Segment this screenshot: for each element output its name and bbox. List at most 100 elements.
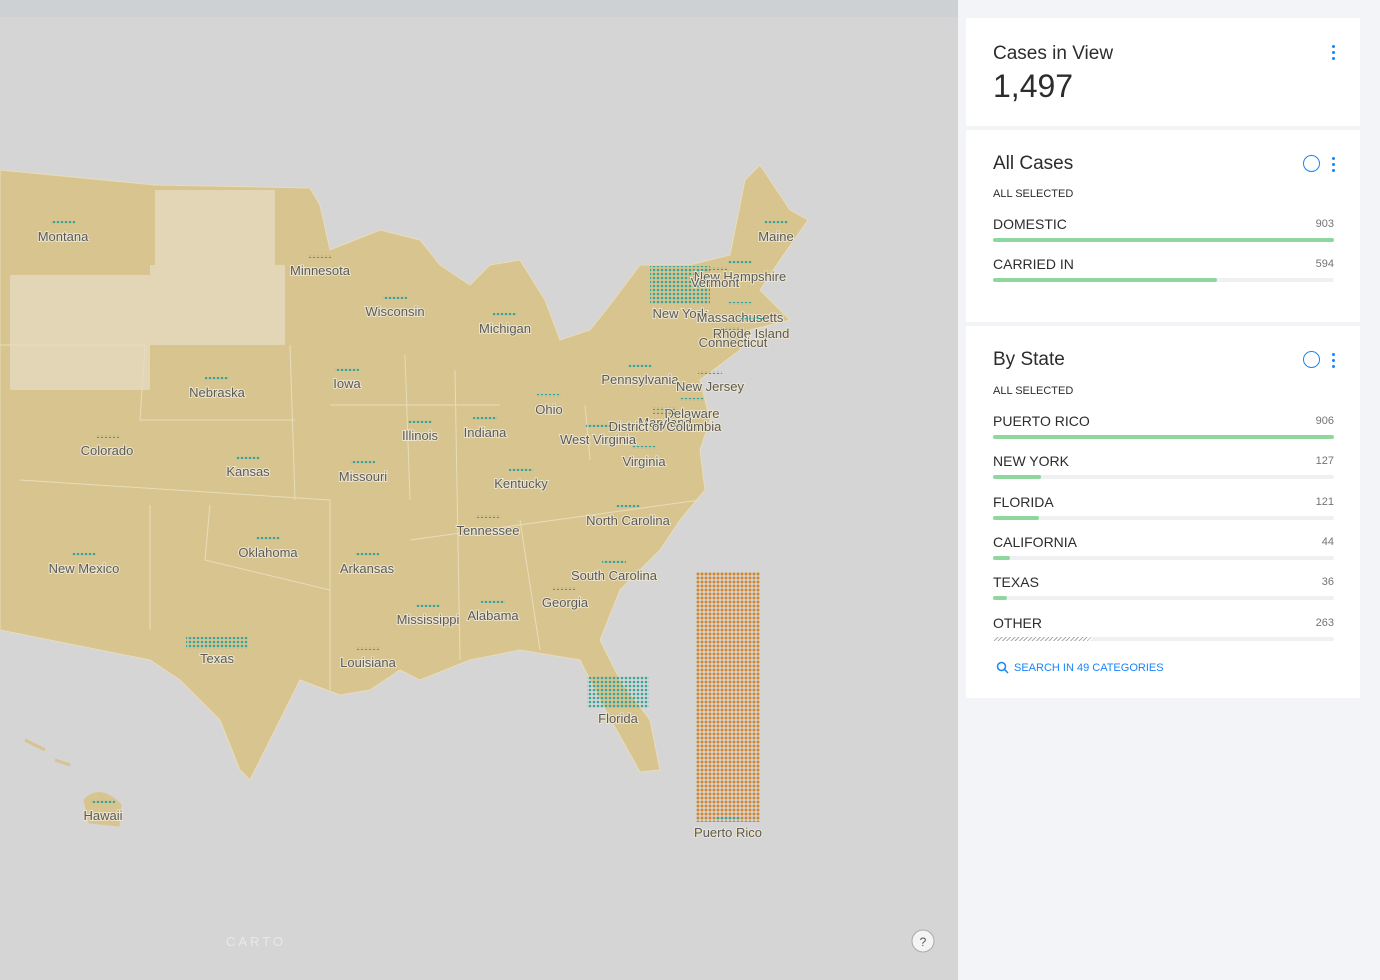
dot-cluster <box>205 377 229 380</box>
category-row[interactable]: FLORIDA 121 <box>993 494 1334 534</box>
dot-cluster <box>481 600 505 603</box>
dot-cluster <box>628 364 652 367</box>
map: Montana Minnesota Wisconsin Michigan Maine Ne… <box>0 0 958 980</box>
category-row[interactable]: CARRIED IN 594 <box>993 256 1334 296</box>
widget-status: ALL SELECTED <box>993 188 1074 200</box>
state-label: Georgia <box>542 595 589 610</box>
category-value: 263 <box>1315 616 1334 629</box>
state-label: Michigan <box>479 321 531 336</box>
category-value: 36 <box>1321 576 1334 589</box>
search-icon[interactable] <box>996 661 1010 675</box>
category-label: PUERTO RICO <box>993 413 1090 429</box>
category-value: 121 <box>1315 495 1334 508</box>
category-label: CARRIED IN <box>993 256 1074 273</box>
state-label: Montana <box>38 229 89 244</box>
dot-cluster <box>493 313 517 316</box>
map-labels: Montana Minnesota Wisconsin Michigan Maine Ne… <box>37 221 795 841</box>
bar <box>993 555 1010 560</box>
state-label: Missouri <box>339 469 388 484</box>
sidebar: Cases in View 1,497 All Cases ALL SELECT… <box>966 0 1380 980</box>
category-label: CALIFORNIA <box>993 533 1078 550</box>
dot-cluster <box>537 394 561 397</box>
dot-cluster <box>335 368 359 371</box>
dot-cluster <box>308 255 332 258</box>
state-label: Texas <box>200 651 234 666</box>
dot-cluster <box>616 505 640 508</box>
state-label: Wisconsin <box>365 304 424 319</box>
dot-cluster <box>236 456 260 459</box>
dot-cluster <box>728 302 752 305</box>
state-label: Indiana <box>464 425 507 440</box>
category-value: 44 <box>1321 535 1334 548</box>
dot-cluster <box>408 420 432 423</box>
state-label: Pennsylvania <box>601 372 679 387</box>
dot-cluster <box>653 407 677 410</box>
menu-button[interactable] <box>1332 157 1336 175</box>
widget: Cases in View 1,497 <box>966 18 1360 126</box>
menu-button[interactable] <box>1332 353 1336 371</box>
state-label: Ohio <box>535 402 562 417</box>
state-label: Minnesota <box>290 263 351 278</box>
dot-cluster <box>509 468 533 471</box>
bar <box>993 435 1334 439</box>
bar <box>993 238 1334 242</box>
state-label: Louisiana <box>340 655 396 670</box>
bar-track <box>993 555 1334 560</box>
widget-title: Cases in View <box>993 43 1114 64</box>
state-label: Alabama <box>467 608 519 623</box>
bar <box>993 636 1092 641</box>
help-button[interactable] <box>911 929 935 953</box>
category-value: 127 <box>1315 455 1334 468</box>
state-label: Massachusetts <box>697 310 784 325</box>
help-icon[interactable]: ? <box>920 935 927 949</box>
state-label: Vermont <box>691 275 740 290</box>
state-label: New Hampshire <box>694 269 786 284</box>
dot-cluster <box>351 461 375 464</box>
category-row[interactable]: CALIFORNIA 44 <box>993 534 1334 574</box>
dot-cluster <box>476 515 500 518</box>
category-value: 594 <box>1315 258 1334 271</box>
dot-cluster <box>256 537 280 540</box>
state-label: Delaware <box>665 406 720 421</box>
attribution: CARTO <box>226 934 286 949</box>
bar <box>993 596 1007 601</box>
dot-cluster <box>553 587 577 590</box>
category-value: 906 <box>1315 415 1334 427</box>
state-borders <box>0 344 701 690</box>
color-button[interactable] <box>1303 351 1320 368</box>
category-value: 903 <box>1315 218 1334 230</box>
category-row[interactable]: TEXAS 36 <box>993 574 1334 614</box>
dot-cluster <box>602 560 626 563</box>
category-label: OTHER <box>993 614 1042 631</box>
state-label: New Jersey <box>676 379 744 394</box>
state-label: Mississippi <box>397 612 460 627</box>
state-label: Nebraska <box>189 385 245 400</box>
bar-track <box>993 596 1334 601</box>
dot-cluster <box>716 817 740 820</box>
dot-cluster <box>698 371 722 374</box>
bar-track <box>993 278 1334 283</box>
category-label: TEXAS <box>993 574 1039 591</box>
category-row[interactable]: OTHER 263 <box>993 615 1334 655</box>
dot-cluster <box>650 266 710 304</box>
state-label: Oklahoma <box>238 545 298 560</box>
state-label: West Virginia <box>560 432 637 447</box>
category-row[interactable]: PUERTO RICO 906 <box>993 413 1334 453</box>
state-label: Florida <box>598 711 639 726</box>
dot-cluster <box>606 703 630 706</box>
color-button[interactable] <box>1303 155 1320 172</box>
menu-button[interactable] <box>1332 45 1336 63</box>
dot-cluster <box>668 298 692 301</box>
dot-cluster <box>703 267 727 270</box>
state-label: Connecticut <box>699 335 768 350</box>
state-label: Puerto Rico <box>694 825 762 840</box>
category-row[interactable]: NEW YORK 127 <box>993 453 1334 493</box>
dot-cluster <box>653 411 677 414</box>
category-row[interactable]: DOMESTIC 903 <box>993 216 1334 256</box>
state-label: District of Columbia <box>609 419 722 434</box>
bar <box>993 515 1039 520</box>
widget: All Cases ALL SELECTED DOMESTIC 903 CARRIE… <box>966 130 1360 322</box>
state-label: Kentucky <box>494 476 548 491</box>
search-link[interactable]: SEARCH IN 49 CATEGORIES <box>1014 662 1164 674</box>
bar-track <box>993 636 1334 641</box>
